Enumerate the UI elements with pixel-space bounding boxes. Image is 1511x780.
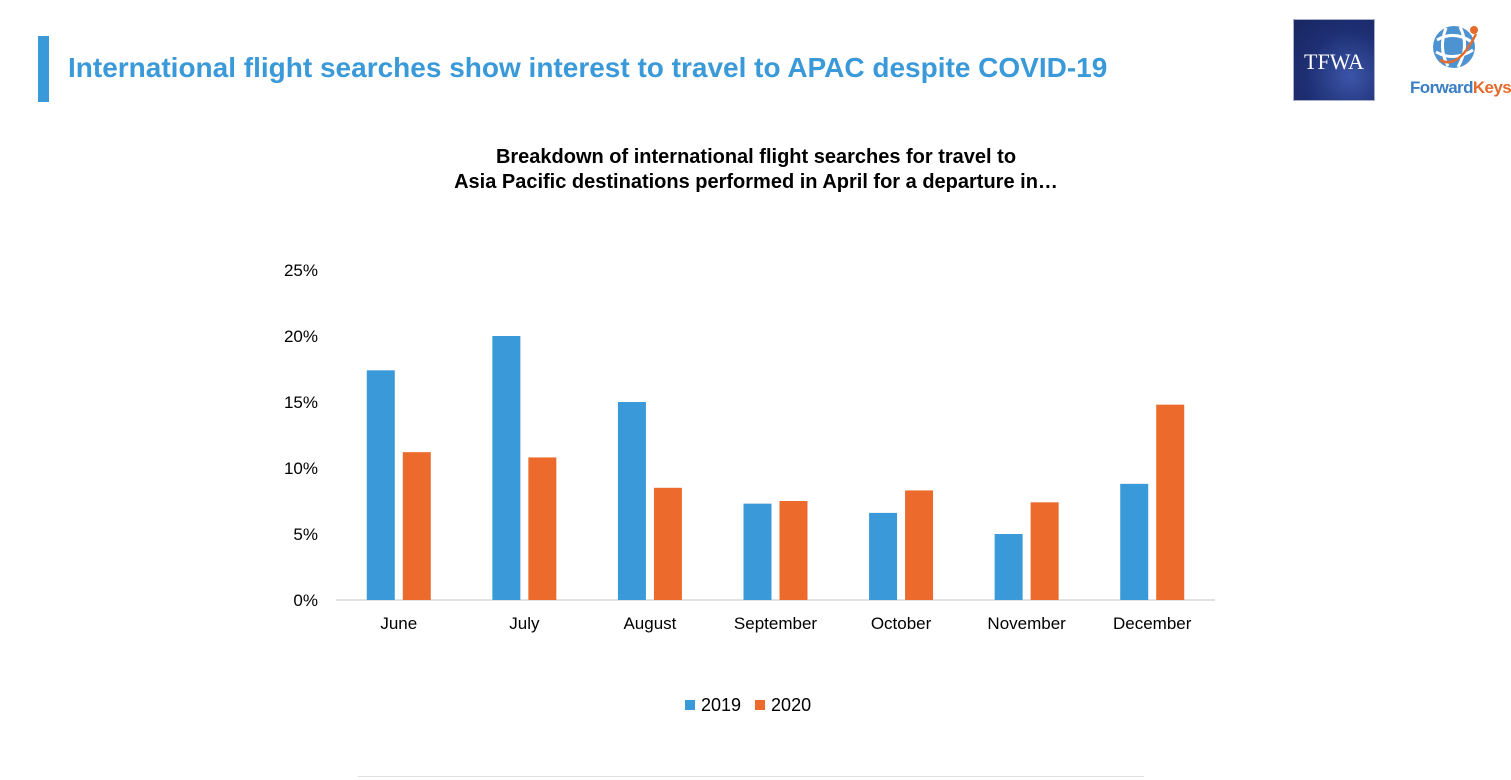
bar-2019-september xyxy=(743,503,772,600)
bar-2020-september xyxy=(779,501,808,600)
bar-2019-august xyxy=(617,402,646,600)
legend-item-2019: 2019 xyxy=(685,695,741,716)
y-tick-label: 15% xyxy=(284,393,318,412)
bar-chart: 0% 5% 10% 15% 20% 25% June July August September O… xyxy=(284,261,1215,633)
chart-title-line-1: Breakdown of international flight search… xyxy=(495,146,1017,168)
y-tick-label: 20% xyxy=(284,327,318,346)
bar-2019-july xyxy=(492,336,521,600)
bar-2020-july xyxy=(528,457,557,600)
bar-2019-november xyxy=(994,534,1023,600)
title-accent-bar xyxy=(38,36,49,102)
legend-item-2020: 2020 xyxy=(755,695,811,716)
legend-swatch-2020 xyxy=(755,700,766,710)
forwardkeys-logo-text-forward: Forward xyxy=(1410,78,1473,97)
bar-2020-december xyxy=(1156,404,1185,600)
chart-title-line-2: Asia Pacific destinations performed in A… xyxy=(454,171,1058,193)
legend-swatch-2019 xyxy=(685,700,695,710)
legend-label-2019: 2019 xyxy=(701,694,742,715)
forwardkeys-logo: ForwardKeys xyxy=(1410,18,1511,102)
x-tick-label: September xyxy=(734,614,817,633)
forwardkeys-logo-text: ForwardKeys xyxy=(1410,78,1511,98)
y-tick-label: 25% xyxy=(284,261,318,280)
bar-2019-june xyxy=(366,370,395,600)
forwardkeys-logo-text-keys: Keys xyxy=(1472,78,1511,97)
globe-icon xyxy=(1433,26,1478,68)
bar-2019-october xyxy=(869,512,898,600)
bar-2019-december xyxy=(1120,483,1149,600)
x-tick-label: October xyxy=(871,614,932,633)
y-tick-label: 5% xyxy=(293,525,318,544)
x-tick-label: July xyxy=(509,614,540,633)
x-tick-label: June xyxy=(380,614,417,633)
y-tick-label: 10% xyxy=(284,459,318,478)
chart-title: Breakdown of international flight search… xyxy=(300,145,1212,195)
x-tick-label: December xyxy=(1113,614,1192,633)
bar-2020-october xyxy=(905,490,934,600)
footer-divider xyxy=(358,776,1144,777)
x-tick-label: August xyxy=(623,614,676,633)
x-tick-label: November xyxy=(987,614,1066,633)
bar-2020-august xyxy=(653,487,682,600)
bar-2020-november xyxy=(1030,502,1059,600)
chart-legend: 2019 2020 xyxy=(685,694,825,716)
legend-label-2020: 2020 xyxy=(771,694,812,715)
slide-title: International flight searches show inter… xyxy=(68,52,1108,83)
tfwa-logo-text: TFWA xyxy=(1304,49,1364,74)
bar-2020-june xyxy=(402,452,431,600)
tfwa-logo: TFWA xyxy=(1293,19,1375,101)
y-tick-label: 0% xyxy=(293,591,318,610)
